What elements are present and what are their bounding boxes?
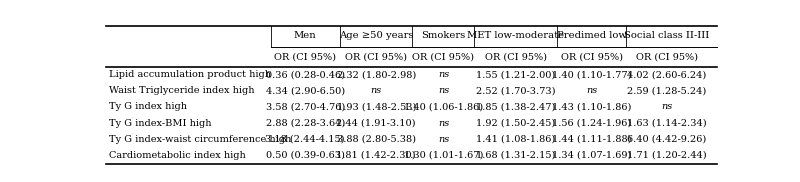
- Text: 1.63 (1.14-2.34): 1.63 (1.14-2.34): [627, 119, 706, 128]
- Text: ns: ns: [661, 102, 672, 112]
- Text: 1.92 (1.50-2.45): 1.92 (1.50-2.45): [476, 119, 555, 128]
- Text: 2.44 (1.91-3.10): 2.44 (1.91-3.10): [337, 119, 416, 128]
- Text: 1.55 (1.21-2.00): 1.55 (1.21-2.00): [476, 70, 555, 79]
- Text: 2.32 (1.80-2.98): 2.32 (1.80-2.98): [337, 70, 416, 79]
- Text: 1.71 (1.20-2.44): 1.71 (1.20-2.44): [627, 151, 706, 160]
- Text: 2.88 (2.28-3.64): 2.88 (2.28-3.64): [266, 119, 345, 128]
- Text: 4.34 (2.90-6.50): 4.34 (2.90-6.50): [266, 86, 345, 95]
- Text: 1.34 (1.07-1.69): 1.34 (1.07-1.69): [552, 151, 631, 160]
- Text: 1.56 (1.24-1.96): 1.56 (1.24-1.96): [552, 119, 631, 128]
- Text: 1.30 (1.01-1.67): 1.30 (1.01-1.67): [404, 151, 483, 160]
- Text: ns: ns: [438, 119, 449, 128]
- Text: 6.40 (4.42-9.26): 6.40 (4.42-9.26): [627, 135, 706, 144]
- Text: 3.88 (2.80-5.38): 3.88 (2.80-5.38): [337, 135, 416, 144]
- Text: ns: ns: [438, 135, 449, 144]
- Text: 1.85 (1.38-2.47): 1.85 (1.38-2.47): [476, 102, 555, 112]
- Text: Ty G index high: Ty G index high: [109, 102, 186, 112]
- Text: Waist Triglyceride index high: Waist Triglyceride index high: [109, 86, 254, 95]
- Text: OR (CI 95%): OR (CI 95%): [561, 52, 622, 61]
- Text: 1.40 (1.06-1.86): 1.40 (1.06-1.86): [404, 102, 483, 112]
- Text: Ty G index-waist circumference high: Ty G index-waist circumference high: [109, 135, 291, 144]
- Text: Ty G index-BMI high: Ty G index-BMI high: [109, 119, 211, 128]
- Text: 3.18 (2.44-4.15): 3.18 (2.44-4.15): [266, 135, 345, 144]
- Text: Predimed low: Predimed low: [557, 31, 626, 40]
- Text: MET low-moderate: MET low-moderate: [467, 31, 564, 40]
- Text: OR (CI 95%): OR (CI 95%): [346, 52, 407, 61]
- Text: ns: ns: [438, 86, 449, 95]
- Text: Men: Men: [294, 31, 317, 40]
- Text: 4.02 (2.60-6.24): 4.02 (2.60-6.24): [627, 70, 706, 79]
- Text: 1.68 (1.31-2.15): 1.68 (1.31-2.15): [476, 151, 555, 160]
- Text: Social class II-III: Social class II-III: [624, 31, 710, 40]
- Text: 3.58 (2.70-4.76): 3.58 (2.70-4.76): [266, 102, 345, 112]
- Text: ns: ns: [438, 70, 449, 79]
- Text: 1.43 (1.10-1.86): 1.43 (1.10-1.86): [552, 102, 631, 112]
- Text: ns: ns: [370, 86, 382, 95]
- Text: Smokers: Smokers: [422, 31, 466, 40]
- Text: 2.52 (1.70-3.73): 2.52 (1.70-3.73): [476, 86, 555, 95]
- Text: Age ≥50 years: Age ≥50 years: [339, 31, 414, 40]
- Text: ns: ns: [586, 86, 598, 95]
- Text: 0.36 (0.28-0.46): 0.36 (0.28-0.46): [266, 70, 345, 79]
- Text: OR (CI 95%): OR (CI 95%): [274, 52, 336, 61]
- Text: 1.40 (1.10-1.77): 1.40 (1.10-1.77): [552, 70, 631, 79]
- Text: 1.81 (1.42-2.30): 1.81 (1.42-2.30): [337, 151, 416, 160]
- Text: 1.44 (1.11-1.88): 1.44 (1.11-1.88): [552, 135, 631, 144]
- Text: OR (CI 95%): OR (CI 95%): [636, 52, 698, 61]
- Text: 0.50 (0.39-0.63): 0.50 (0.39-0.63): [266, 151, 345, 160]
- Text: Lipid accumulation product high: Lipid accumulation product high: [109, 70, 270, 79]
- Text: OR (CI 95%): OR (CI 95%): [485, 52, 546, 61]
- Text: OR (CI 95%): OR (CI 95%): [413, 52, 474, 61]
- Text: 2.59 (1.28-5.24): 2.59 (1.28-5.24): [627, 86, 706, 95]
- Text: 1.41 (1.08-1.86): 1.41 (1.08-1.86): [476, 135, 555, 144]
- Text: 1.93 (1.48-2.53): 1.93 (1.48-2.53): [337, 102, 416, 112]
- Text: Cardiometabolic index high: Cardiometabolic index high: [109, 151, 246, 160]
